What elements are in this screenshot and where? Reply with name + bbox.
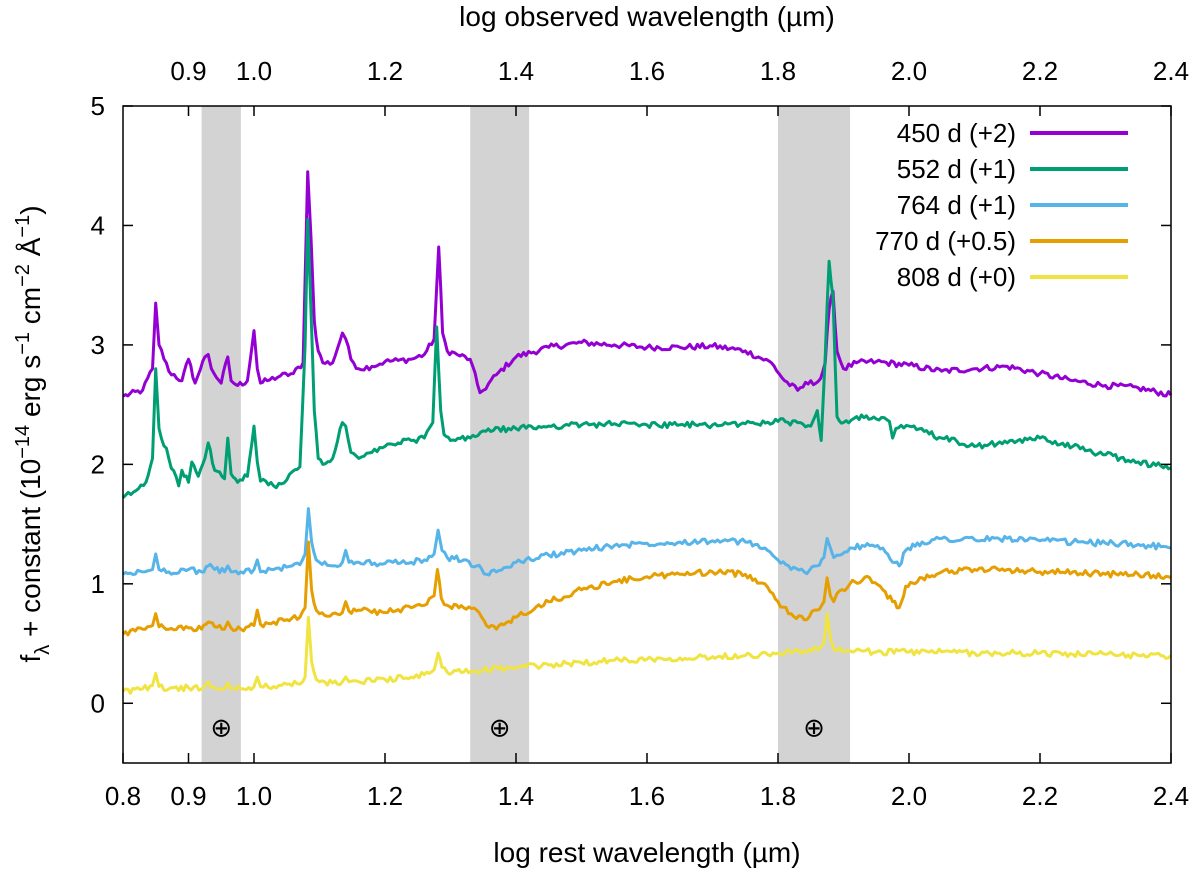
y-title-cm: cm [15,287,46,332]
x2-tick-label-6: 2.0 [891,56,927,86]
x-tick-label-2: 1.0 [236,781,272,811]
legend-label-5: 808 d (+0) [897,262,1016,292]
y-title-exp1: −14 [12,425,34,459]
x2-tick-label-8: 2.4 [1153,56,1189,86]
y-tick-label-0: 0 [91,688,105,718]
x-tick-label-4: 1.4 [498,781,534,811]
x-tick-label-7: 2.0 [891,781,927,811]
y-tick-label-1: 1 [91,569,105,599]
y-title-exp3: −2 [12,264,34,287]
legend-label-3: 764 d (+1) [897,190,1016,220]
x2-tick-label-0: 0.9 [170,56,206,86]
series-line-4 [121,540,1172,637]
spectra-lines [121,170,1173,695]
telluric-symbol-2: ⊕ [489,714,511,744]
axis-ticks: 0.8 0.9 1.0 1.2 1.4 1.6 1.8 2.0 2.2 2.4 0.9 1.0 1.2 1… [91,56,1190,811]
y-title-sub: λ [32,645,54,655]
x-tick-label-1: 0.9 [170,781,206,811]
telluric-symbol-3: ⊕ [803,714,825,744]
x-axis-title: log rest wavelength (µm) [493,837,800,868]
telluric-bands: ⊕ ⊕ ⊕ [201,106,851,763]
telluric-band-3 [778,106,851,763]
x-tick-label-6: 1.8 [760,781,796,811]
x2-tick-label-7: 2.2 [1022,56,1058,86]
series-line-5 [121,612,1172,695]
y-title-exp2: −1 [12,332,34,355]
y-tick-label-4: 4 [91,210,105,240]
y-axis-title: fλ + constant (10−14 erg s−1 cm−2 Å−1) [12,205,54,662]
y-title-ang: Å [15,237,46,264]
x2-tick-label-3: 1.4 [498,56,534,86]
y-title-close: ) [15,205,46,214]
x-tick-label-5: 1.6 [629,781,665,811]
y-tick-label-3: 3 [91,330,105,360]
telluric-symbol-1: ⊕ [210,714,232,744]
series-line-3 [122,507,1172,577]
legend-label-1: 450 d (+2) [897,118,1016,148]
x-tick-label-9: 2.4 [1153,781,1189,811]
legend-label-2: 552 d (+1) [897,154,1016,184]
x-tick-label-0: 0.8 [105,781,141,811]
x-tick-label-8: 2.2 [1022,781,1058,811]
y-tick-label-5: 5 [91,91,105,121]
x2-tick-label-5: 1.8 [760,56,796,86]
x2-tick-label-1: 1.0 [236,56,272,86]
telluric-band-1 [201,106,241,763]
x2-tick-label-4: 1.6 [629,56,665,86]
y-title-erg: erg s [15,355,46,425]
legend-label-4: 770 d (+0.5) [875,226,1016,256]
legend: 450 d (+2) 552 d (+1) 764 d (+1) 770 d (+0.… [875,118,1128,292]
y-title-rest: + constant (10 [15,459,46,645]
x-tick-label-3: 1.2 [367,781,403,811]
y-title-f: f [15,655,46,663]
y-tick-label-2: 2 [91,449,105,479]
x2-axis-title: log observed wavelength (µm) [459,1,835,32]
series-line-2 [121,218,1172,499]
x2-tick-label-2: 1.2 [367,56,403,86]
series-line-1 [122,170,1173,398]
y-title-exp4: −1 [12,215,34,238]
